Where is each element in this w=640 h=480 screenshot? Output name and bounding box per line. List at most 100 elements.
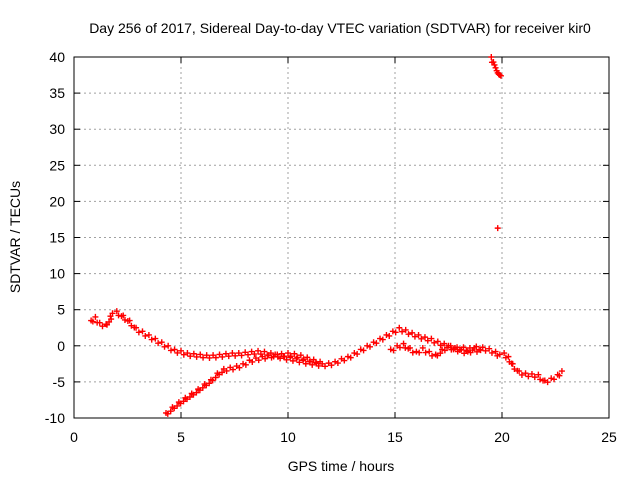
data-point <box>558 368 565 375</box>
data-point <box>418 335 425 342</box>
x-tick-label: 25 <box>601 429 617 445</box>
data-point <box>544 379 551 386</box>
data-point <box>240 360 247 367</box>
data-point <box>383 331 390 338</box>
data-point <box>458 346 465 353</box>
data-point <box>108 316 115 323</box>
data-point <box>209 377 216 384</box>
data-point <box>262 355 269 362</box>
data-point <box>199 384 206 391</box>
data-point <box>167 408 174 415</box>
data-point <box>206 354 213 361</box>
grid <box>74 57 609 418</box>
data-point <box>120 312 127 319</box>
data-point <box>261 348 268 355</box>
data-point <box>223 367 230 374</box>
data-point <box>415 331 422 338</box>
data-point <box>419 344 426 351</box>
data-point <box>379 336 386 343</box>
data-point <box>281 353 288 360</box>
y-tick-label: 15 <box>49 230 65 246</box>
y-tick-label: 5 <box>57 302 65 318</box>
data-point <box>531 374 538 381</box>
data-point <box>152 335 159 342</box>
data-point <box>180 398 187 405</box>
data-point <box>334 360 341 367</box>
data-point <box>373 340 380 347</box>
data-point <box>171 346 178 353</box>
data-point <box>461 350 468 357</box>
data-point <box>441 347 448 354</box>
y-tick-label: -10 <box>45 410 65 426</box>
data-point <box>402 326 409 333</box>
data-point <box>212 354 219 361</box>
y-tick-label: 20 <box>49 193 65 209</box>
data-point <box>313 360 320 367</box>
data-point <box>296 359 303 366</box>
data-point <box>496 72 503 79</box>
data-point <box>426 348 433 355</box>
data-point <box>492 64 499 71</box>
data-point <box>556 372 563 379</box>
data-point <box>304 354 311 361</box>
data-point <box>424 337 431 344</box>
data-point <box>454 348 461 355</box>
x-axis: 0 5 10 15 20 25 <box>70 57 617 445</box>
y-axis-label: SDTVAR / TECUs <box>7 181 23 293</box>
data-point <box>496 351 503 358</box>
data-point <box>287 353 294 360</box>
data-point <box>548 375 555 382</box>
data-points <box>88 54 565 417</box>
data-point <box>245 351 252 358</box>
data-point <box>133 324 140 331</box>
data-point <box>409 329 416 336</box>
data-point <box>509 360 516 367</box>
data-point <box>516 368 523 375</box>
data-point <box>161 343 168 350</box>
x-tick-label: 10 <box>280 429 296 445</box>
data-point <box>328 362 335 369</box>
data-point <box>180 351 187 358</box>
data-point <box>399 328 406 335</box>
data-point <box>421 334 428 341</box>
data-point <box>294 354 301 361</box>
data-point <box>486 345 493 352</box>
data-point <box>497 72 504 79</box>
data-point <box>431 339 438 346</box>
data-point <box>178 347 184 354</box>
data-point <box>167 347 174 354</box>
data-point <box>289 357 296 364</box>
x-axis-label: GPS time / hours <box>288 458 395 474</box>
data-point <box>139 328 146 335</box>
data-point <box>255 347 262 354</box>
data-point <box>158 339 165 346</box>
data-point <box>405 331 412 338</box>
y-axis: -10 -5 0 5 10 15 20 25 30 35 40 <box>45 49 609 426</box>
data-point <box>347 354 354 361</box>
data-point <box>302 360 309 367</box>
data-point <box>360 347 367 354</box>
data-point <box>448 346 455 353</box>
data-point <box>437 342 444 349</box>
data-point <box>89 318 96 325</box>
data-point <box>297 352 304 359</box>
data-point <box>464 348 471 355</box>
data-point <box>411 333 418 340</box>
x-tick-label: 5 <box>177 429 185 445</box>
x-tick-label: 0 <box>70 429 78 445</box>
data-point <box>184 350 191 357</box>
data-point <box>230 366 237 373</box>
data-point <box>193 353 200 360</box>
data-point <box>249 358 256 365</box>
data-point <box>413 348 420 355</box>
data-point <box>317 358 324 365</box>
data-point <box>467 349 474 356</box>
data-point <box>473 348 480 355</box>
data-point <box>310 356 317 363</box>
y-tick-label: 40 <box>49 49 65 65</box>
data-point <box>491 61 498 68</box>
data-point <box>186 393 193 400</box>
data-point <box>422 349 429 356</box>
y-tick-label: -5 <box>53 374 66 390</box>
